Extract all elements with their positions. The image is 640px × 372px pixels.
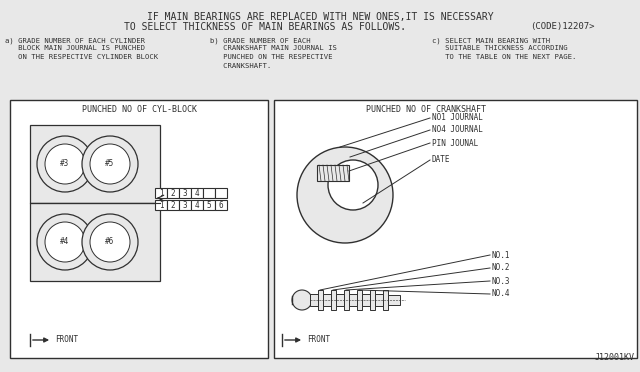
Text: PUNCHED NO OF CYL-BLOCK: PUNCHED NO OF CYL-BLOCK xyxy=(81,105,196,114)
Bar xyxy=(344,290,349,310)
Bar xyxy=(191,200,203,210)
Text: PUNCHED ON THE RESPECTIVE: PUNCHED ON THE RESPECTIVE xyxy=(210,54,333,60)
Text: 1: 1 xyxy=(159,189,163,198)
Bar xyxy=(30,125,160,203)
Bar xyxy=(215,188,227,198)
Text: NO.3: NO.3 xyxy=(492,276,511,285)
Bar xyxy=(203,188,215,198)
Text: NO.2: NO.2 xyxy=(492,263,511,273)
Bar xyxy=(362,294,370,306)
Text: 5: 5 xyxy=(207,201,211,209)
Circle shape xyxy=(297,147,393,243)
Bar xyxy=(10,100,268,358)
Bar xyxy=(357,290,362,310)
Text: 2: 2 xyxy=(171,201,175,209)
Bar xyxy=(336,294,344,306)
Bar xyxy=(191,188,203,198)
Text: NO.4: NO.4 xyxy=(492,289,511,298)
Circle shape xyxy=(90,144,130,184)
Text: PIN JOUNAL: PIN JOUNAL xyxy=(432,138,478,148)
Circle shape xyxy=(45,144,85,184)
Bar xyxy=(167,200,179,210)
Text: (CODE)12207>: (CODE)12207> xyxy=(530,22,595,31)
Text: FRONT: FRONT xyxy=(307,336,330,344)
Bar xyxy=(388,295,400,305)
Text: 6: 6 xyxy=(219,201,223,209)
Text: #4: #4 xyxy=(60,237,70,247)
Text: #5: #5 xyxy=(106,160,115,169)
Text: #6: #6 xyxy=(106,237,115,247)
Circle shape xyxy=(328,160,378,210)
Text: a) GRADE NUMBER OF EACH CYLINDER: a) GRADE NUMBER OF EACH CYLINDER xyxy=(5,37,145,44)
Circle shape xyxy=(82,214,138,270)
Bar xyxy=(274,100,637,358)
Text: NO4 JOURNAL: NO4 JOURNAL xyxy=(432,125,483,135)
Text: b) GRADE NUMBER OF EACH: b) GRADE NUMBER OF EACH xyxy=(210,37,310,44)
Circle shape xyxy=(37,136,93,192)
Circle shape xyxy=(45,222,85,262)
Text: CRANKSHAFT.: CRANKSHAFT. xyxy=(210,62,271,68)
Bar xyxy=(203,200,215,210)
Text: 4: 4 xyxy=(195,189,199,198)
Text: #3: #3 xyxy=(60,160,70,169)
Text: ON THE RESPECTIVE CYLINDER BLOCK: ON THE RESPECTIVE CYLINDER BLOCK xyxy=(5,54,158,60)
Text: CRANKSHAFT MAIN JOURNAL IS: CRANKSHAFT MAIN JOURNAL IS xyxy=(210,45,337,51)
Text: NO.1: NO.1 xyxy=(492,250,511,260)
Text: NO1 JOURNAL: NO1 JOURNAL xyxy=(432,113,483,122)
Text: 3: 3 xyxy=(182,189,188,198)
Text: 4: 4 xyxy=(195,201,199,209)
Bar xyxy=(370,290,375,310)
Bar xyxy=(167,188,179,198)
Text: 2: 2 xyxy=(171,189,175,198)
Bar xyxy=(323,294,331,306)
Circle shape xyxy=(37,214,93,270)
Bar xyxy=(179,200,191,210)
Text: FRONT: FRONT xyxy=(55,336,78,344)
Bar xyxy=(179,188,191,198)
Bar xyxy=(155,188,167,198)
Bar xyxy=(383,290,388,310)
Bar xyxy=(215,200,227,210)
Text: PUNCHED NO OF CRANKSHAFT: PUNCHED NO OF CRANKSHAFT xyxy=(365,105,486,114)
Bar xyxy=(310,294,318,306)
Bar xyxy=(375,294,383,306)
Circle shape xyxy=(82,136,138,192)
Bar xyxy=(30,203,160,281)
Bar xyxy=(317,165,349,181)
Text: BLOCK MAIN JOURNAL IS PUNCHED: BLOCK MAIN JOURNAL IS PUNCHED xyxy=(5,45,145,51)
Bar xyxy=(318,290,323,310)
Text: 1: 1 xyxy=(159,201,163,209)
Text: DATE: DATE xyxy=(432,155,451,164)
Text: 3: 3 xyxy=(182,201,188,209)
Text: SUITABLE THICKNESS ACCORDING: SUITABLE THICKNESS ACCORDING xyxy=(432,45,568,51)
Bar xyxy=(349,294,357,306)
Text: IF MAIN BEARINGS ARE REPLACED WITH NEW ONES,IT IS NECESSARY: IF MAIN BEARINGS ARE REPLACED WITH NEW O… xyxy=(147,12,493,22)
Text: TO THE TABLE ON THE NEXT PAGE.: TO THE TABLE ON THE NEXT PAGE. xyxy=(432,54,577,60)
Bar xyxy=(331,290,336,310)
Bar xyxy=(155,200,167,210)
Text: J12001KV: J12001KV xyxy=(595,353,635,362)
Text: TO SELECT THICKNESS OF MAIN BEARINGS AS FOLLOWS.: TO SELECT THICKNESS OF MAIN BEARINGS AS … xyxy=(124,22,406,32)
Circle shape xyxy=(292,290,312,310)
Text: c) SELECT MAIN BEARING WITH: c) SELECT MAIN BEARING WITH xyxy=(432,37,550,44)
Circle shape xyxy=(90,222,130,262)
